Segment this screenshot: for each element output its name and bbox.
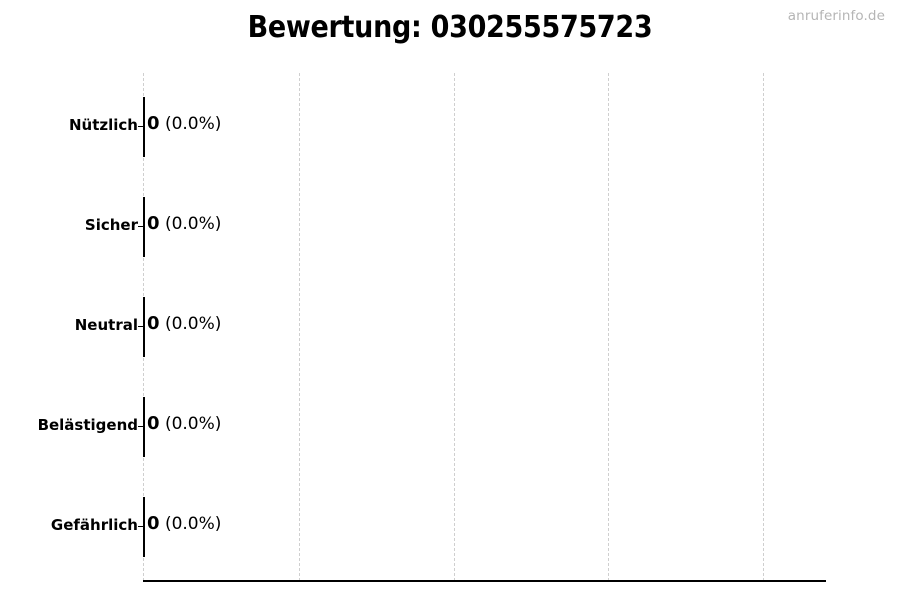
- y-axis-tick-label: Neutral: [74, 316, 138, 334]
- chart-title: Bewertung: 030255575723: [247, 10, 653, 45]
- bar-percent-value: (0.0%): [164, 114, 222, 134]
- plot-area: [143, 73, 825, 581]
- bar-count-value: 0: [147, 313, 160, 334]
- gridline-x-4: [763, 73, 764, 581]
- bar-value-label: 0 (0.0%): [147, 215, 221, 233]
- bar: [143, 497, 145, 557]
- bar-count-value: 0: [147, 213, 160, 234]
- bar: [143, 397, 145, 457]
- bar: [143, 297, 145, 357]
- bar-count-value: 0: [147, 413, 160, 434]
- y-axis-tick-label: Belästigend: [37, 416, 138, 434]
- bar-count-value: 0: [147, 113, 160, 134]
- y-axis-tick-label: Gefährlich: [50, 516, 138, 534]
- x-axis-spine: [143, 580, 826, 582]
- bar-value-label: 0 (0.0%): [147, 515, 221, 533]
- bar-value-label: 0 (0.0%): [147, 315, 221, 333]
- y-axis-tick-mark: [138, 526, 144, 527]
- bar-percent-value: (0.0%): [164, 514, 222, 534]
- gridline-x-1: [299, 73, 300, 581]
- gridline-x-2: [454, 73, 455, 581]
- bar: [143, 197, 145, 257]
- bar-value-label: 0 (0.0%): [147, 415, 221, 433]
- y-axis-tick-mark: [138, 326, 144, 327]
- y-axis-tick-mark: [138, 426, 144, 427]
- watermark-text: anruferinfo.de: [787, 8, 885, 24]
- bar: [143, 97, 145, 157]
- y-axis-tick-label: Nützlich: [69, 116, 138, 134]
- gridline-x-3: [608, 73, 609, 581]
- bar-percent-value: (0.0%): [164, 414, 222, 434]
- y-axis-tick-label: Sicher: [84, 216, 138, 234]
- bar-percent-value: (0.0%): [164, 314, 222, 334]
- y-axis-tick-mark: [138, 226, 144, 227]
- bar-count-value: 0: [147, 513, 160, 534]
- y-axis-tick-mark: [138, 126, 144, 127]
- bar-value-label: 0 (0.0%): [147, 115, 221, 133]
- bar-percent-value: (0.0%): [164, 214, 222, 234]
